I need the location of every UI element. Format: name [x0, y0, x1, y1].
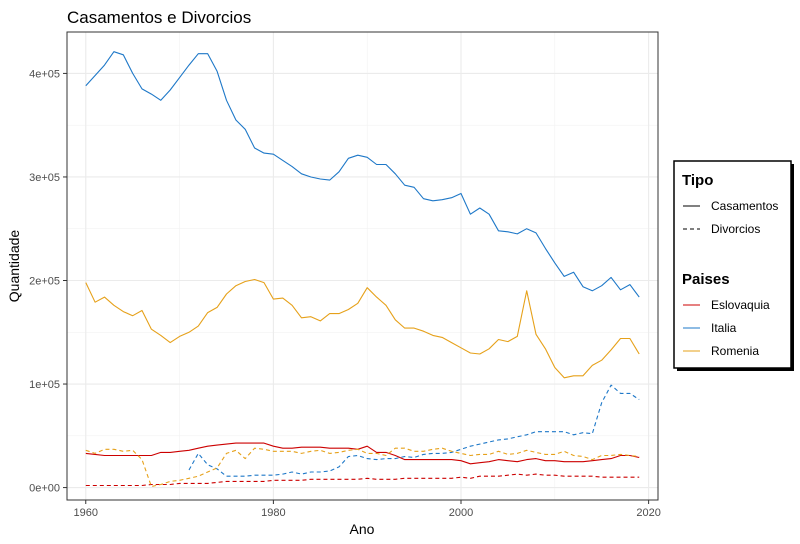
y-tick-label: 1e+05: [29, 379, 60, 391]
plot-background: [67, 32, 658, 500]
chart-title: Casamentos e Divorcios: [67, 8, 251, 27]
series-line-italia-casamentos: [85, 51, 640, 298]
y-tick-label: 4e+05: [29, 68, 60, 80]
legend-label-casamentos: Casamentos: [711, 199, 778, 213]
x-axis-title: Ano: [350, 521, 375, 537]
x-tick-label: 2020: [636, 507, 660, 519]
series-line-eslovaquia-casamentos: [85, 442, 640, 465]
x-tick-label: 1980: [261, 507, 285, 519]
legend-label-eslovaquia: Eslovaquia: [711, 298, 770, 312]
series-line-italia-divorcios: [188, 384, 640, 477]
x-axis: 1960 1980 2000 2020: [74, 500, 661, 519]
legend-label-italia: Italia: [711, 321, 737, 335]
y-axis: 0e+00 1e+05 2e+05 3e+05 4e+05: [29, 68, 67, 495]
legend: Tipo Casamentos Divorcios Paises Eslovaqu…: [673, 160, 794, 371]
y-axis-title: Quantidade: [6, 230, 22, 303]
y-tick-label: 2e+05: [29, 275, 60, 287]
series-line-eslovaquia-divorcios: [85, 473, 640, 487]
legend-paises: Paises Eslovaquia Italia Romenia: [682, 271, 770, 358]
y-tick-label: 3e+05: [29, 172, 60, 184]
series-layer: [85, 51, 640, 488]
x-tick-label: 2000: [449, 507, 473, 519]
grid: [67, 32, 658, 500]
legend-label-divorcios: Divorcios: [711, 222, 760, 236]
legend-tipo: Tipo Casamentos Divorcios: [682, 172, 778, 236]
legend-paises-title: Paises: [682, 271, 730, 288]
plot-panel-border: [66, 31, 659, 501]
legend-label-romenia: Romenia: [711, 344, 759, 358]
series-line-romenia-casamentos: [85, 278, 640, 379]
legend-box: [673, 160, 792, 369]
series-line-romenia-divorcios: [85, 447, 640, 488]
y-tick-label: 0e+00: [29, 483, 60, 495]
x-tick-label: 1960: [74, 507, 98, 519]
legend-tipo-title: Tipo: [682, 172, 713, 189]
